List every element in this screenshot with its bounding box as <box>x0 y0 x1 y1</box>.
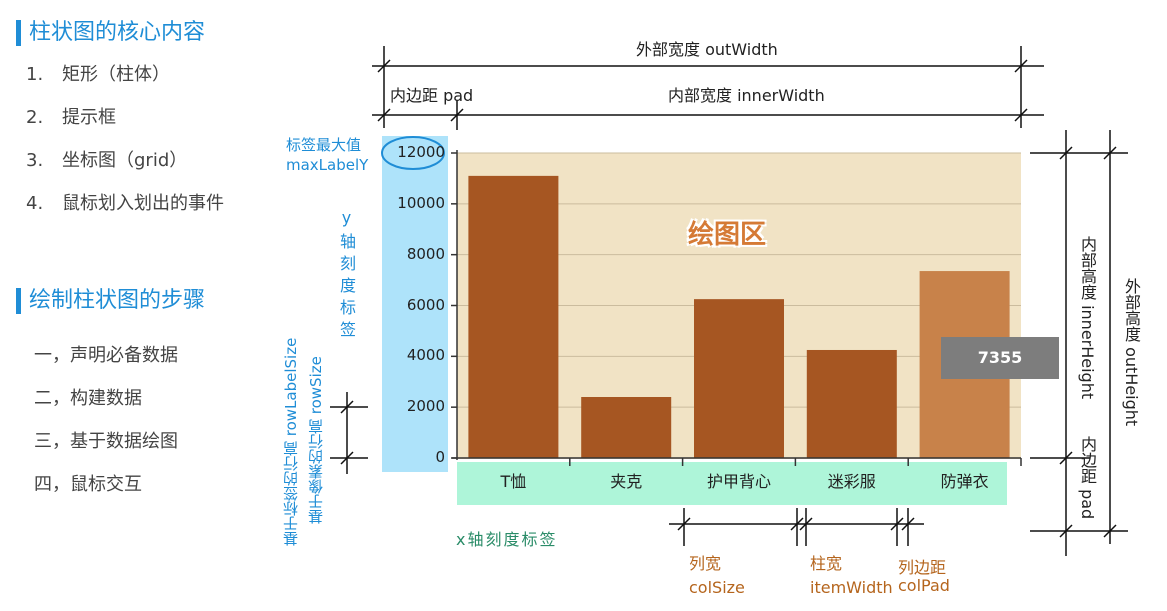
col-tick-5 <box>901 517 915 531</box>
y-label-band <box>382 136 448 472</box>
core-item-3: 3. 坐标图（grid） <box>26 146 187 172</box>
list-number: 1. <box>26 64 44 85</box>
y-axis-tick-label-caption: y轴刻度标签 <box>337 208 356 343</box>
colsize-label-cn: 列宽 <box>689 554 722 573</box>
rowsize-tick-1 <box>340 400 354 414</box>
y-tick-label: 6000 <box>406 295 445 314</box>
outwidth-right-tick <box>1014 59 1028 73</box>
colpad-label-cn: 列边距 <box>898 558 947 577</box>
height-tick-4 <box>1059 524 1073 538</box>
row-size-label: 基于像素的行高 rowSize <box>307 356 325 524</box>
bar[interactable] <box>468 175 559 458</box>
list-text: 提示框 <box>62 107 116 128</box>
col-tick-4 <box>890 517 904 531</box>
x-tick-label: 防弹衣 <box>940 472 989 491</box>
innerheight-label: 内部高度 innerHeight <box>1078 236 1097 400</box>
x-axis-tick-label-caption: x轴刻度标签 <box>456 530 558 549</box>
rowsize-tick-2 <box>340 451 354 465</box>
x-tick-label: 迷彩服 <box>827 472 876 491</box>
list-text: 矩形（柱体） <box>62 64 170 85</box>
core-content-heading: 柱状图的核心内容 <box>16 20 205 46</box>
y-tick-label: 0 <box>435 448 445 466</box>
x-label-band <box>457 462 1007 505</box>
step-3: 三，基于数据绘图 <box>34 431 178 452</box>
outwidth-left-tick <box>377 59 391 73</box>
pad-label: 内边距 pad <box>390 86 474 105</box>
x-tick-label: 护甲背心 <box>706 472 771 491</box>
height-tick-3 <box>1059 451 1073 465</box>
col-tick-3 <box>799 517 813 531</box>
bar-tooltip: 7355 <box>941 337 1059 379</box>
height-tick-5 <box>1103 524 1117 538</box>
y-tick-label: 4000 <box>406 346 445 365</box>
height-tick-2 <box>1103 146 1117 160</box>
max-label-title: 标签最大值 <box>286 136 362 154</box>
col-tick-2 <box>790 517 804 531</box>
bar[interactable] <box>581 397 672 458</box>
max-label-highlight <box>381 136 445 170</box>
core-item-4: 4. 鼠标划入划出的事件 <box>26 189 224 215</box>
col-tick-1 <box>677 517 691 531</box>
step-1: 一，声明必备数据 <box>34 345 178 366</box>
y-tick-label: 12000 <box>397 143 445 161</box>
list-text: 坐标图（grid） <box>62 150 188 171</box>
innerwidth-tick-1 <box>377 108 391 122</box>
plot-area-label: 绘图区 <box>688 220 767 250</box>
core-item-2: 2. 提示框 <box>26 103 116 129</box>
x-tick-label: T恤 <box>500 472 527 491</box>
y-tick-label: 2000 <box>406 397 445 416</box>
outheight-label: 外部高度 outHeight <box>1122 278 1141 427</box>
bar[interactable] <box>694 299 784 458</box>
x-tick-label: 夹克 <box>610 472 643 491</box>
colpad-label-en: colPad <box>898 576 950 595</box>
bar[interactable] <box>806 349 897 458</box>
outwidth-label: 外部宽度 outWidth <box>636 40 778 59</box>
itemwidth-label-cn: 柱宽 <box>810 554 843 573</box>
list-text: 鼠标划入划出的事件 <box>62 193 224 214</box>
row-label-size-label: 基于标签的行高 rowLabelSize <box>282 337 300 546</box>
list-number: 2. <box>26 107 44 128</box>
innerwidth-label: 内部宽度 innerWidth <box>668 86 825 105</box>
bottom-pad-label: 内边距 pad <box>1078 436 1097 520</box>
max-label-name: maxLabelY <box>286 156 369 174</box>
list-number: 3. <box>26 150 44 171</box>
step-2: 二，构建数据 <box>34 388 142 409</box>
y-tick-label: 8000 <box>406 244 445 263</box>
step-4: 四，鼠标交互 <box>34 474 142 495</box>
list-number: 4. <box>26 193 44 214</box>
itemwidth-label-en: itemWidth <box>810 578 893 597</box>
height-tick-1 <box>1059 146 1073 160</box>
innerwidth-tick-2 <box>450 108 464 122</box>
colsize-label-en: colSize <box>689 578 745 597</box>
y-tick-label: 10000 <box>397 193 445 212</box>
core-item-1: 1. 矩形（柱体） <box>26 60 170 86</box>
drawing-steps-heading: 绘制柱状图的步骤 <box>16 288 205 314</box>
innerwidth-tick-3 <box>1014 108 1028 122</box>
